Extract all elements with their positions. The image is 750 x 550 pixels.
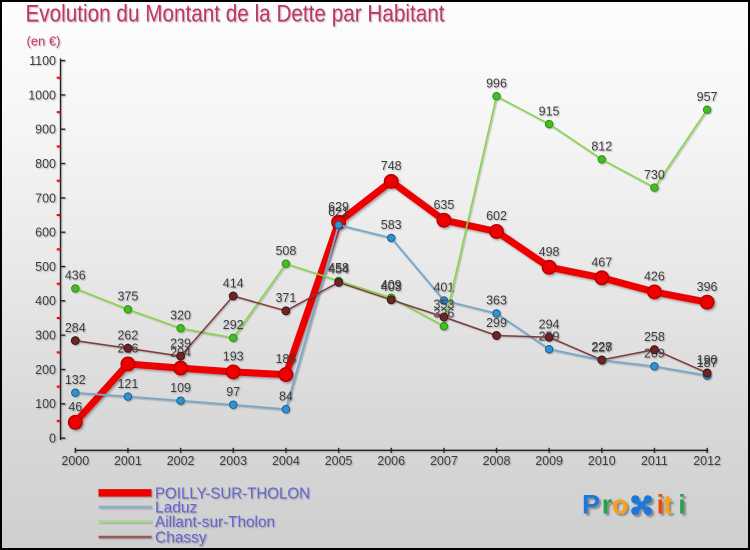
svg-text:292: 292 [223, 318, 244, 332]
svg-text:635: 635 [433, 198, 454, 212]
svg-text:320: 320 [170, 309, 191, 323]
svg-text:97: 97 [226, 385, 240, 399]
svg-text:Laduz: Laduz [155, 500, 197, 517]
svg-text:2001: 2001 [114, 454, 142, 468]
svg-text:396: 396 [697, 280, 718, 294]
svg-text:2012: 2012 [693, 454, 721, 468]
svg-text:239: 239 [170, 336, 191, 350]
svg-text:109: 109 [170, 381, 191, 395]
svg-text:812: 812 [591, 140, 612, 154]
svg-text:P: P [582, 490, 600, 520]
svg-text:t: t [663, 490, 672, 520]
svg-text:2006: 2006 [377, 454, 405, 468]
svg-text:187: 187 [697, 356, 718, 370]
svg-text:Chassy: Chassy [155, 530, 207, 547]
svg-text:284: 284 [65, 321, 86, 335]
svg-text:426: 426 [644, 270, 665, 284]
svg-text:401: 401 [433, 281, 454, 295]
svg-text:414: 414 [223, 276, 244, 290]
svg-text:621: 621 [328, 205, 349, 219]
svg-text:1100: 1100 [29, 54, 56, 68]
svg-text:409: 409 [381, 278, 402, 292]
svg-text:294: 294 [539, 318, 560, 332]
svg-text:996: 996 [486, 77, 507, 91]
svg-text:(en €): (en €) [27, 34, 61, 49]
svg-text:185: 185 [275, 352, 296, 366]
svg-text:258: 258 [644, 330, 665, 344]
svg-text:602: 602 [486, 209, 507, 223]
svg-text:300: 300 [35, 329, 56, 343]
svg-text:436: 436 [65, 269, 86, 283]
svg-text:915: 915 [539, 104, 560, 118]
svg-text:700: 700 [35, 191, 56, 205]
svg-text:2010: 2010 [588, 454, 616, 468]
svg-text:227: 227 [591, 340, 612, 354]
svg-text:262: 262 [117, 329, 138, 343]
svg-text:228: 228 [591, 340, 612, 354]
svg-text:403: 403 [381, 280, 402, 294]
svg-text:132: 132 [65, 373, 86, 387]
svg-text:0: 0 [49, 432, 56, 446]
svg-text:353: 353 [433, 297, 454, 311]
svg-text:748: 748 [381, 159, 402, 173]
svg-text:1000: 1000 [28, 88, 56, 102]
svg-text:583: 583 [381, 218, 402, 232]
svg-text:190: 190 [697, 353, 718, 367]
svg-text:2000: 2000 [61, 454, 89, 468]
svg-text:454: 454 [328, 263, 349, 277]
svg-text:730: 730 [644, 168, 665, 182]
svg-text:498: 498 [539, 245, 560, 259]
svg-text:2002: 2002 [167, 454, 195, 468]
svg-text:2009: 2009 [535, 454, 563, 468]
svg-text:POILLY-SUR-THOLON: POILLY-SUR-THOLON [155, 485, 310, 502]
svg-text:r: r [602, 490, 613, 520]
svg-text:46: 46 [68, 400, 82, 414]
svg-text:371: 371 [275, 291, 296, 305]
svg-text:o: o [612, 490, 629, 520]
svg-text:375: 375 [117, 290, 138, 304]
svg-text:363: 363 [486, 294, 507, 308]
svg-text:i: i [678, 490, 686, 520]
svg-text:2007: 2007 [430, 454, 458, 468]
svg-text:100: 100 [35, 397, 56, 411]
svg-text:400: 400 [35, 294, 56, 308]
svg-text:2004: 2004 [272, 454, 300, 468]
svg-text:508: 508 [275, 244, 296, 258]
svg-text:458: 458 [328, 261, 349, 275]
svg-text:500: 500 [35, 260, 56, 274]
svg-text:2005: 2005 [325, 454, 353, 468]
svg-text:2011: 2011 [641, 454, 668, 468]
svg-text:957: 957 [697, 90, 718, 104]
svg-text:900: 900 [35, 123, 56, 137]
svg-text:193: 193 [223, 350, 244, 364]
svg-text:2008: 2008 [483, 454, 511, 468]
svg-text:84: 84 [279, 390, 293, 404]
svg-text:200: 200 [35, 363, 56, 377]
svg-text:2003: 2003 [219, 454, 247, 468]
svg-text:600: 600 [35, 226, 56, 240]
svg-text:629: 629 [328, 200, 349, 214]
svg-text:Aillant-sur-Tholon: Aillant-sur-Tholon [155, 514, 275, 531]
svg-text:121: 121 [117, 377, 138, 391]
svg-text:467: 467 [591, 255, 612, 269]
svg-text:Evolution du Montant de la Det: Evolution du Montant de la Dette par Hab… [26, 1, 445, 28]
svg-text:i: i [657, 490, 665, 520]
svg-text:299: 299 [486, 316, 507, 330]
svg-text:800: 800 [35, 157, 56, 171]
